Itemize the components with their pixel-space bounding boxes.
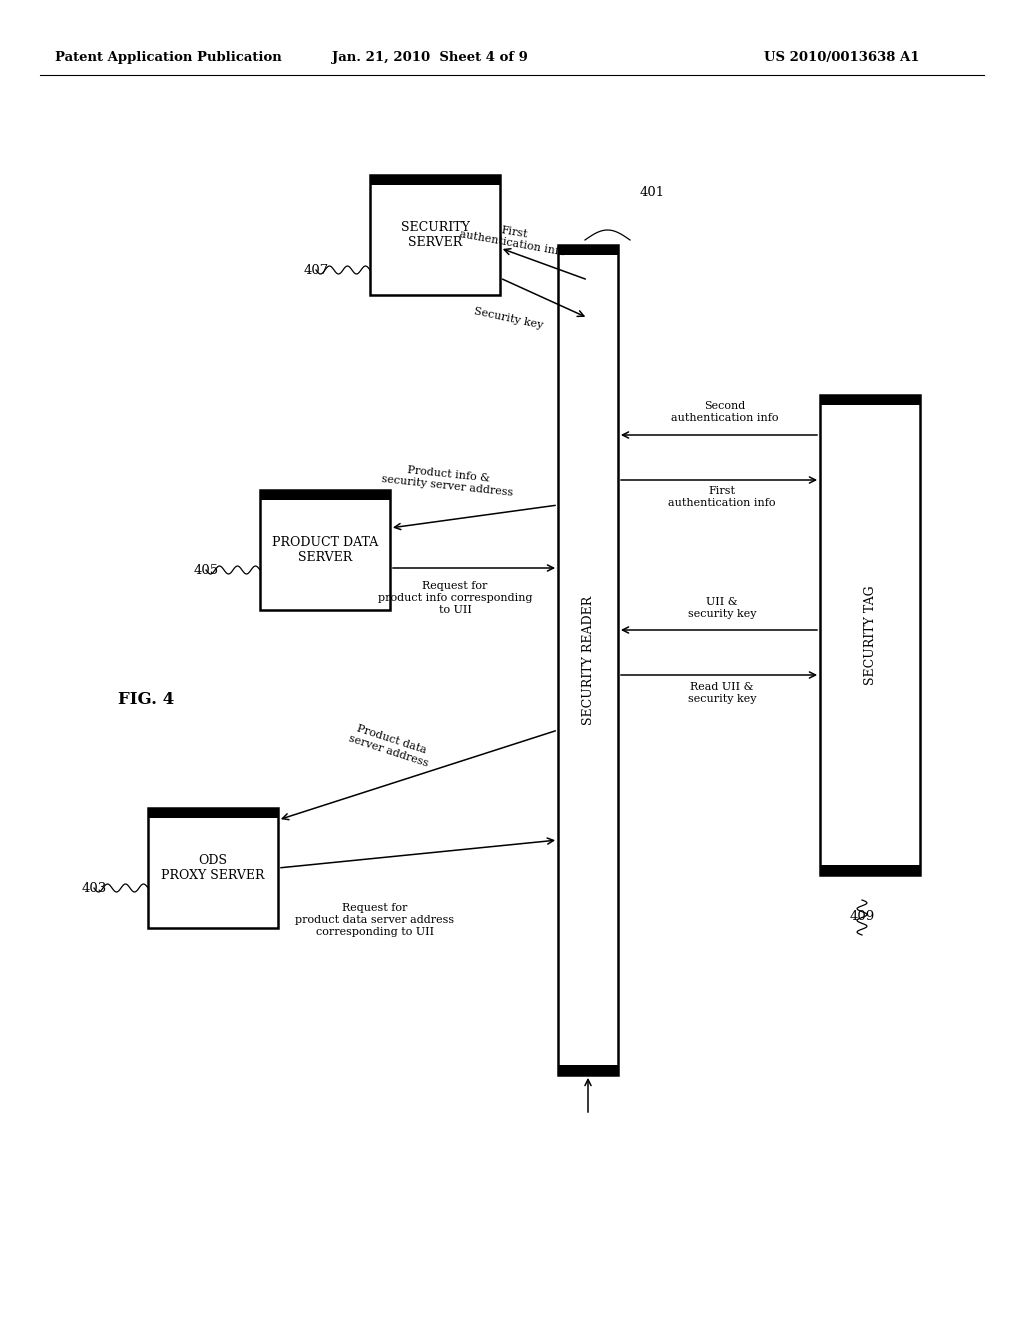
Bar	[370, 176, 500, 294]
Text: UII &
security key: UII & security key	[688, 597, 757, 619]
Bar	[260, 490, 390, 610]
Text: 401: 401	[640, 186, 666, 198]
Text: 405: 405	[194, 564, 218, 577]
Bar	[820, 865, 920, 875]
Text: Request for
product info corresponding
to UII: Request for product info corresponding t…	[378, 581, 532, 615]
Text: SECURITY READER: SECURITY READER	[582, 595, 595, 725]
Text: Second
authentication info: Second authentication info	[672, 401, 778, 422]
Bar	[558, 246, 618, 255]
Bar	[820, 395, 920, 405]
Text: 409: 409	[849, 909, 874, 923]
Bar	[820, 395, 920, 875]
Text: Jan. 21, 2010  Sheet 4 of 9: Jan. 21, 2010 Sheet 4 of 9	[332, 51, 528, 65]
Text: 403: 403	[81, 882, 106, 895]
Bar	[558, 246, 618, 1074]
Bar	[148, 808, 278, 818]
Bar	[558, 1065, 618, 1074]
Text: Patent Application Publication: Patent Application Publication	[55, 51, 282, 65]
Text: First
authentication info: First authentication info	[669, 486, 776, 508]
Text: ODS
PROXY SERVER: ODS PROXY SERVER	[161, 854, 265, 882]
Text: Product info &
security server address: Product info & security server address	[381, 462, 515, 498]
Bar	[370, 176, 500, 185]
Text: Product data
server address: Product data server address	[347, 722, 433, 768]
Text: US 2010/0013638 A1: US 2010/0013638 A1	[765, 51, 920, 65]
Text: 407: 407	[303, 264, 329, 276]
Bar	[148, 808, 278, 928]
Bar	[260, 490, 390, 500]
Text: Request for
product data server address
corresponding to UII: Request for product data server address …	[296, 903, 455, 937]
Text: PRODUCT DATA
SERVER: PRODUCT DATA SERVER	[272, 536, 378, 564]
Text: FIG. 4: FIG. 4	[118, 692, 174, 709]
Text: Read UII &
security key: Read UII & security key	[688, 682, 757, 704]
Text: SECURITY TAG: SECURITY TAG	[863, 585, 877, 685]
Text: First
authentication info: First authentication info	[458, 218, 568, 257]
Text: Security key: Security key	[472, 306, 544, 330]
Text: SECURITY
SERVER: SECURITY SERVER	[400, 220, 469, 249]
